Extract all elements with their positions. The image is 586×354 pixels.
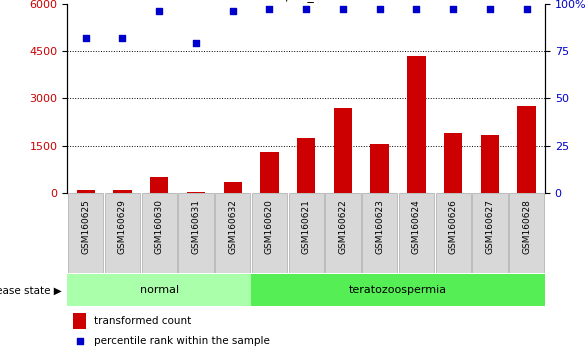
Bar bbox=[444, 133, 462, 193]
FancyBboxPatch shape bbox=[178, 193, 214, 273]
Text: GSM160626: GSM160626 bbox=[449, 199, 458, 254]
Point bbox=[75, 338, 84, 344]
FancyBboxPatch shape bbox=[398, 193, 434, 273]
Text: GSM160629: GSM160629 bbox=[118, 199, 127, 254]
Bar bbox=[517, 106, 536, 193]
FancyBboxPatch shape bbox=[215, 193, 250, 273]
Point bbox=[265, 6, 274, 12]
Bar bbox=[407, 56, 425, 193]
Text: GSM160630: GSM160630 bbox=[155, 199, 163, 254]
FancyBboxPatch shape bbox=[68, 193, 103, 273]
Text: GSM160631: GSM160631 bbox=[192, 199, 200, 254]
FancyBboxPatch shape bbox=[142, 193, 177, 273]
Point bbox=[375, 6, 384, 12]
Text: GSM160625: GSM160625 bbox=[81, 199, 90, 254]
Point bbox=[118, 35, 127, 40]
FancyBboxPatch shape bbox=[435, 193, 471, 273]
Bar bbox=[251, 274, 545, 306]
Text: GSM160624: GSM160624 bbox=[412, 199, 421, 254]
Point bbox=[228, 8, 237, 14]
Bar bbox=[67, 274, 251, 306]
FancyBboxPatch shape bbox=[362, 193, 397, 273]
FancyBboxPatch shape bbox=[472, 193, 507, 273]
Text: GSM160632: GSM160632 bbox=[228, 199, 237, 254]
FancyBboxPatch shape bbox=[288, 193, 324, 273]
Bar bbox=[370, 144, 389, 193]
Point bbox=[522, 6, 532, 12]
Point bbox=[485, 6, 495, 12]
Point bbox=[338, 6, 347, 12]
Text: disease state ▶: disease state ▶ bbox=[0, 285, 62, 295]
Text: GSM160628: GSM160628 bbox=[522, 199, 531, 254]
Point bbox=[412, 6, 421, 12]
Text: normal: normal bbox=[139, 285, 179, 295]
Bar bbox=[73, 313, 86, 329]
FancyBboxPatch shape bbox=[325, 193, 360, 273]
Bar bbox=[260, 152, 278, 193]
Point bbox=[81, 35, 90, 40]
Text: GSM160622: GSM160622 bbox=[339, 199, 347, 254]
Point bbox=[155, 8, 164, 14]
Bar bbox=[334, 108, 352, 193]
Point bbox=[191, 40, 200, 46]
Bar bbox=[481, 135, 499, 193]
Bar bbox=[187, 192, 205, 193]
Text: transformed count: transformed count bbox=[94, 316, 191, 326]
Point bbox=[448, 6, 458, 12]
Bar bbox=[150, 177, 168, 193]
Text: teratozoospermia: teratozoospermia bbox=[349, 285, 447, 295]
Bar bbox=[297, 138, 315, 193]
Text: GSM160620: GSM160620 bbox=[265, 199, 274, 254]
FancyBboxPatch shape bbox=[509, 193, 544, 273]
FancyBboxPatch shape bbox=[105, 193, 140, 273]
Text: GSM160621: GSM160621 bbox=[302, 199, 311, 254]
FancyBboxPatch shape bbox=[252, 193, 287, 273]
Text: GSM160627: GSM160627 bbox=[485, 199, 495, 254]
Text: percentile rank within the sample: percentile rank within the sample bbox=[94, 336, 270, 346]
Bar bbox=[77, 190, 95, 193]
Title: GDS2696 / GI_31657100-A: GDS2696 / GI_31657100-A bbox=[223, 0, 390, 2]
Bar bbox=[113, 190, 132, 193]
Text: GSM160623: GSM160623 bbox=[375, 199, 384, 254]
Bar bbox=[223, 182, 242, 193]
Point bbox=[302, 6, 311, 12]
